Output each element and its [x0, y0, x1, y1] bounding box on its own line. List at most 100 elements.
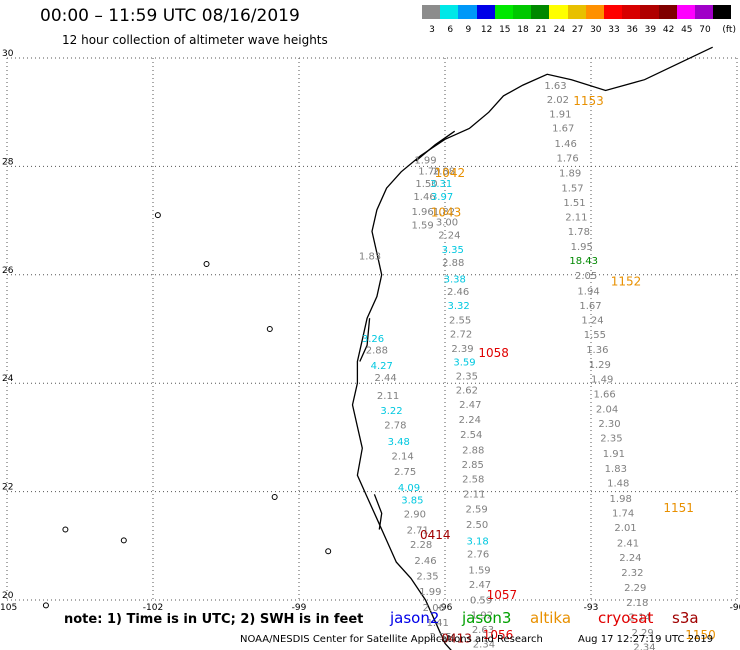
- legend-label: 12: [480, 25, 493, 35]
- wave-height-value: 3.59: [453, 357, 475, 368]
- pass-time-label: 0413: [441, 631, 472, 645]
- wave-height-value: 2.14: [392, 452, 414, 463]
- legend-label: 6: [447, 25, 454, 35]
- wave-height-value: 1.50: [415, 179, 437, 190]
- satellite-label-jason2: jason2: [390, 609, 440, 627]
- island-shape: [154, 212, 161, 219]
- legend-swatch: [549, 5, 568, 19]
- wave-height-value: 1.46: [413, 192, 435, 203]
- wave-height-value: 2.59: [466, 505, 488, 516]
- wave-height-value: 2.06: [423, 603, 445, 614]
- wave-height-value: 2.35: [429, 632, 451, 643]
- wave-height-value: 2.35: [600, 434, 622, 445]
- wave-height-value: 1.29: [589, 360, 611, 371]
- legend-label: 42: [662, 25, 675, 35]
- units-note: note: 1) Time is in UTC; 2) SWH is in fe…: [64, 612, 364, 627]
- pass-time-label: 1152: [611, 275, 642, 289]
- lon-tick-label: -99: [292, 603, 307, 613]
- legend-label: 45: [681, 25, 693, 35]
- pass-time-label: 1043: [431, 205, 462, 219]
- lon-tick-label: -90: [730, 603, 740, 613]
- wave-height-value: 4.27: [371, 361, 393, 372]
- wave-height-value: 2.78: [384, 421, 406, 432]
- wave-height-value: 4.09: [398, 483, 420, 494]
- wave-height-value: 1.59: [468, 565, 490, 576]
- wave-height-value: 3.32: [447, 301, 469, 312]
- wave-height-value: 1.99: [419, 587, 441, 598]
- lon-tick-label: -96: [438, 603, 453, 613]
- island-shape: [203, 260, 210, 267]
- pass-time-label: 1058: [478, 346, 509, 360]
- wave-height-value: 2.30: [598, 419, 620, 430]
- legend-label: 3: [429, 25, 435, 35]
- wave-height-value: 2.44: [374, 373, 396, 384]
- wave-height-value: 2.24: [438, 230, 460, 241]
- wave-height-value: 2.46: [447, 287, 469, 298]
- lon-tick-label: -105: [0, 603, 17, 613]
- wave-height-value: 2.05: [575, 271, 597, 282]
- wave-height-value: 1.95: [571, 242, 593, 253]
- wave-height-value: 2.85: [462, 460, 484, 471]
- wave-height-value: 2.28: [410, 540, 432, 551]
- wave-height-value: 3.85: [401, 496, 423, 507]
- wave-height-value: 1.82: [433, 207, 455, 218]
- wave-height-value: 1.63: [544, 81, 566, 92]
- wave-height-value: 1.57: [561, 183, 583, 194]
- map-title: 00:00 – 11:59 UTC 08/16/2019: [40, 6, 300, 26]
- satellite-label-jason3: jason3: [462, 609, 512, 627]
- wave-height-value: 2.11: [377, 391, 399, 402]
- legend-label: 30: [590, 25, 602, 35]
- lat-tick-label: 20: [2, 591, 14, 601]
- wave-height-value: 1.98: [610, 494, 632, 505]
- wave-height-value: 2.50: [466, 520, 488, 531]
- pass-time-label: 1153: [573, 94, 604, 108]
- wave-height-value: 1.41: [427, 618, 449, 629]
- wave-height-value: 2.76: [467, 550, 489, 561]
- wave-height-value: 2.29: [624, 583, 646, 594]
- wave-height-value: 2.35: [456, 371, 478, 382]
- pass-time-label: 1151: [663, 501, 694, 515]
- wave-height-value: 3.26: [362, 334, 384, 345]
- lat-tick-label: 28: [2, 157, 14, 167]
- wave-height-value: 1.92: [471, 610, 493, 621]
- wave-height-value: 18.43: [569, 256, 598, 267]
- wave-height-value: 1.76: [557, 154, 579, 165]
- wave-height-value: 1.49: [591, 375, 613, 386]
- wave-height-value: 1.83: [605, 464, 627, 475]
- lat-tick-label: 26: [2, 266, 14, 276]
- wave-height-value: 2.18: [626, 598, 648, 609]
- satellite-label-s3a: s3a: [672, 609, 699, 627]
- legend-swatch: [422, 5, 441, 19]
- map-subtitle: 12 hour collection of altimeter wave hei…: [62, 33, 328, 47]
- legend-label: 24: [553, 25, 566, 35]
- wave-height-value: 2.29: [631, 628, 653, 639]
- legend-label: 18: [517, 25, 529, 35]
- wave-height-value: 1.67: [579, 301, 601, 312]
- wave-height-value: 3.31: [430, 179, 452, 190]
- wave-height-value: 2.32: [621, 568, 643, 579]
- wave-height-value: 3.18: [466, 537, 488, 548]
- coastline-path: [351, 46, 713, 650]
- wave-height-value: 2.88: [433, 167, 455, 178]
- wave-height-value: 2.62: [456, 385, 478, 396]
- wave-height-value: 0.59: [470, 595, 492, 606]
- legend-swatch: [440, 5, 459, 19]
- legend-label: 70: [699, 25, 711, 35]
- wave-height-value: 2.04: [596, 404, 618, 415]
- wave-height-value: 2.39: [451, 344, 473, 355]
- island-shape: [62, 526, 69, 533]
- legend-swatch: [604, 5, 623, 19]
- wave-height-value: 1.46: [555, 139, 577, 150]
- wave-height-value: 2.58: [462, 474, 484, 485]
- axis-tick-labels: 30 28 26 24 22 20 -105 -102 -99 -96 -93 -90: [0, 49, 740, 613]
- legend-swatch: [640, 5, 659, 19]
- wave-height-value: 2.01: [614, 523, 636, 534]
- legend-swatch: [713, 5, 732, 19]
- wave-height-value: 2.02: [547, 95, 569, 106]
- wave-height-value: 2.11: [463, 490, 485, 501]
- legend-swatch: [494, 5, 513, 19]
- coastline: [351, 46, 713, 650]
- wave-height-value: 1.24: [581, 316, 603, 327]
- wave-height-value: 3.38: [444, 274, 466, 285]
